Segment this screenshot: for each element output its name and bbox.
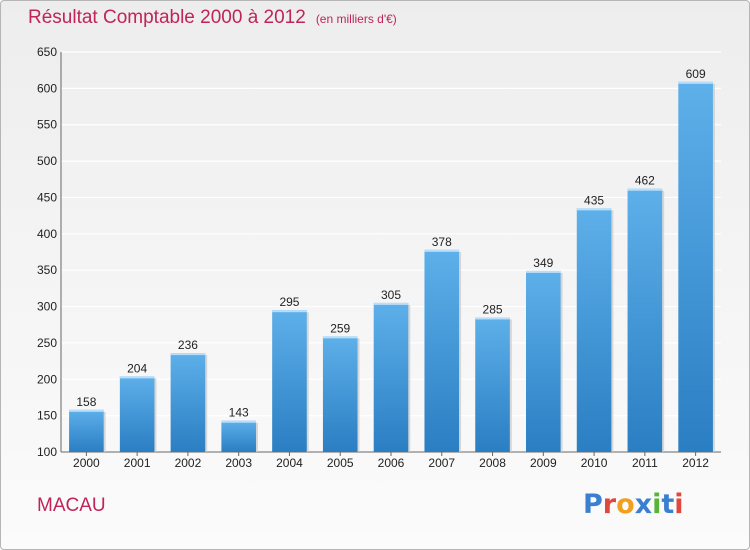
y-tick-label: 150 [37, 409, 57, 423]
bar [576, 208, 612, 452]
bar-top-highlight [119, 376, 155, 379]
bar-value-label: 305 [381, 288, 401, 302]
x-tick-label: 2000 [73, 456, 100, 470]
chart-title-main: Résultat Comptable 2000 à 2012 [28, 7, 306, 28]
bar-top-highlight [69, 409, 104, 412]
chart-title: Résultat Comptable 2000 à 2012 (en millie… [28, 7, 397, 29]
y-tick-label: 400 [37, 227, 57, 241]
y-tick-label: 200 [37, 372, 57, 386]
y-tick-label: 600 [37, 81, 57, 95]
bar [119, 376, 155, 452]
bar-value-label: 349 [533, 256, 553, 270]
y-tick-label: 350 [37, 263, 57, 277]
bar-value-label: 204 [127, 361, 147, 375]
x-tick-label: 2008 [479, 456, 506, 470]
bar-top-highlight [221, 420, 256, 423]
x-tick-label: 2007 [428, 456, 455, 470]
x-tick-label: 2004 [276, 456, 303, 470]
bar [322, 336, 358, 452]
logo-letter: o [616, 489, 635, 520]
x-tick-label: 2010 [581, 456, 608, 470]
logo-letter: r [602, 489, 617, 520]
bar-top-highlight [576, 208, 612, 211]
chart-title-unit: (en milliers d'€) [315, 12, 397, 26]
bar-value-label: 158 [76, 395, 96, 409]
bar [221, 420, 256, 452]
bar-top-highlight [424, 249, 460, 252]
bar [69, 409, 104, 452]
bar-top-highlight [526, 270, 561, 273]
commune-name: MACAU [37, 495, 106, 516]
y-tick-label: 100 [37, 445, 57, 459]
bar-top-highlight [272, 310, 307, 313]
y-tick-label: 300 [37, 300, 57, 314]
bar [526, 270, 561, 452]
y-tick-label: 450 [37, 190, 57, 204]
bar-value-label: 435 [584, 193, 604, 207]
logo-letter: t [661, 489, 675, 520]
bar [373, 302, 409, 452]
bar-top-highlight [627, 188, 663, 191]
x-tick-label: 2005 [327, 456, 354, 470]
bar-value-label: 259 [330, 321, 350, 335]
bar [678, 81, 713, 453]
bar-top-highlight [373, 302, 409, 305]
bar-value-label: 378 [432, 235, 452, 249]
y-tick-label: 500 [37, 154, 57, 168]
y-tick-label: 250 [37, 336, 57, 350]
x-tick-label: 2012 [682, 456, 709, 470]
bar-top-highlight [322, 336, 358, 339]
bar-top-highlight [678, 81, 713, 84]
bar-value-label: 285 [483, 302, 503, 316]
x-tick-label: 2003 [225, 456, 252, 470]
y-tick-label: 550 [37, 118, 57, 132]
bar-value-label: 609 [686, 67, 706, 81]
x-tick-label: 2011 [632, 456, 658, 470]
x-tick-label: 2001 [124, 456, 151, 470]
bar [627, 188, 663, 452]
x-tick-label: 2006 [378, 456, 405, 470]
proxiti-logo: Proxiti [583, 489, 684, 520]
bar-top-highlight [170, 353, 206, 356]
logo-letter: x [634, 489, 653, 520]
bar-value-label: 295 [279, 295, 299, 309]
bar [272, 310, 307, 452]
bar [170, 353, 206, 452]
logo-letter: i [674, 489, 684, 520]
bar-top-highlight [475, 317, 510, 320]
bar-value-label: 143 [229, 406, 249, 420]
bar [475, 317, 510, 452]
logo-letter: P [583, 489, 603, 520]
bar [424, 249, 460, 452]
bar-value-label: 462 [635, 174, 655, 188]
logo-letter: i [652, 489, 662, 520]
x-tick-label: 2009 [530, 456, 557, 470]
bar-value-label: 236 [178, 338, 198, 352]
x-tick-label: 2002 [175, 456, 202, 470]
y-tick-label: 650 [37, 45, 57, 59]
